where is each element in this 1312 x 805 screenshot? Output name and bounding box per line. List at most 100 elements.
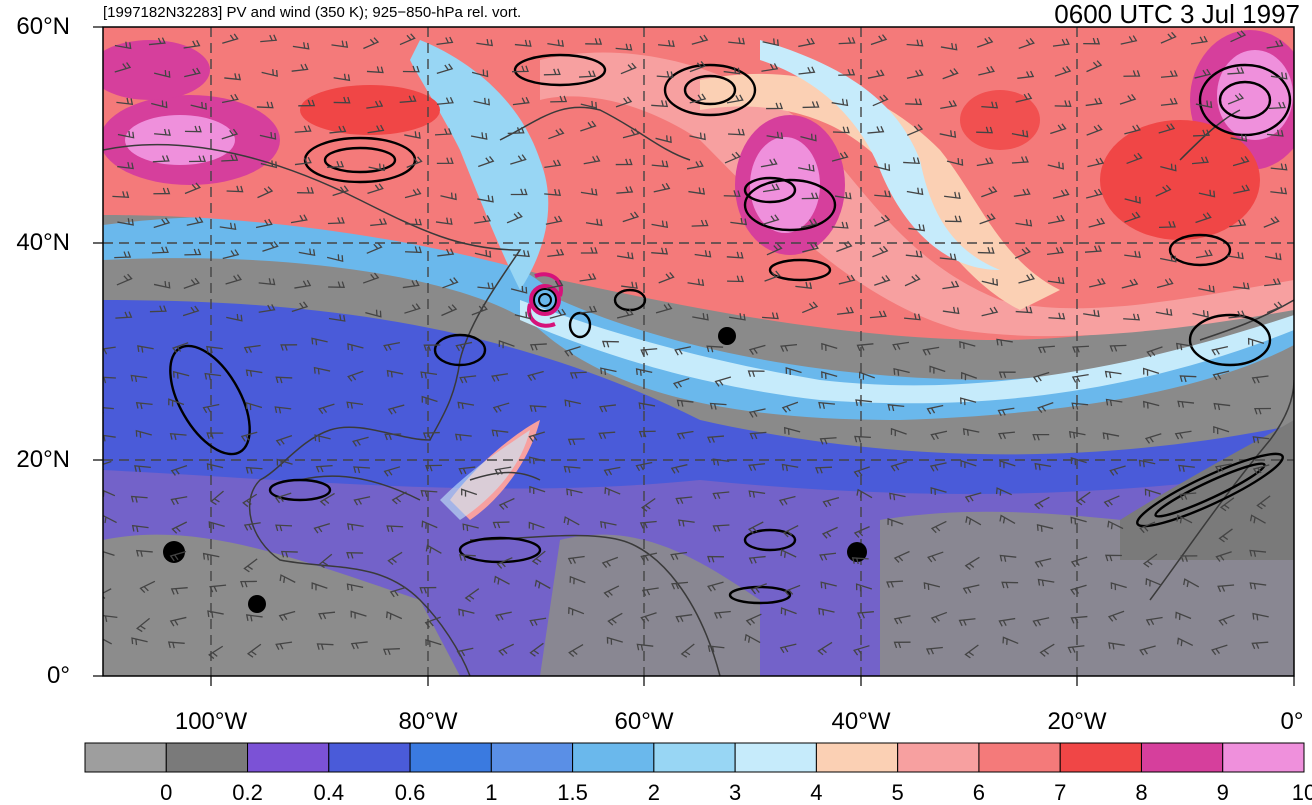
wind-barb bbox=[601, 340, 619, 348]
wind-barb bbox=[1083, 309, 1100, 318]
wind-barb bbox=[346, 583, 364, 591]
wind-barb bbox=[604, 486, 621, 496]
wind-barb bbox=[474, 215, 491, 224]
wind-barb bbox=[867, 69, 885, 79]
wind-barb bbox=[889, 492, 906, 501]
wind-barb bbox=[1015, 306, 1033, 314]
wind-barb bbox=[675, 614, 693, 623]
wind-barb bbox=[726, 94, 744, 104]
wind-barb bbox=[1155, 308, 1173, 316]
wind-barb bbox=[942, 306, 960, 315]
wind-barb bbox=[926, 404, 944, 415]
wind-barb bbox=[534, 579, 551, 589]
lon-label-100w: 100°W bbox=[174, 708, 248, 735]
wind-barb bbox=[425, 544, 442, 554]
wind-barb bbox=[130, 495, 148, 503]
wind-barb bbox=[492, 521, 510, 529]
wind-barb bbox=[750, 583, 767, 595]
wind-barb bbox=[1120, 35, 1138, 45]
wind-barb bbox=[1070, 584, 1087, 596]
wind-barb bbox=[529, 617, 547, 627]
wind-barb bbox=[313, 366, 331, 375]
wind-barb bbox=[856, 488, 873, 499]
wind-barb bbox=[872, 94, 889, 107]
wind-barb bbox=[795, 281, 813, 289]
wind-barb bbox=[1156, 278, 1174, 289]
wind-barb bbox=[655, 303, 673, 314]
wind-barb bbox=[1034, 496, 1050, 510]
wind-barb bbox=[202, 403, 220, 414]
wind-barb bbox=[507, 126, 525, 135]
wind-barb bbox=[960, 459, 977, 469]
wind-barb bbox=[837, 306, 854, 315]
wind-barb bbox=[225, 274, 242, 285]
wind-barb bbox=[579, 273, 597, 282]
wind-barb bbox=[457, 401, 475, 410]
wind-barb bbox=[766, 131, 784, 140]
wind-barb bbox=[131, 637, 148, 646]
wind-barb bbox=[1068, 430, 1086, 439]
wind-barb bbox=[242, 493, 258, 508]
wind-barb bbox=[478, 156, 495, 168]
map-title: [1997182N32283] PV and wind (350 K); 925… bbox=[103, 4, 522, 21]
wind-barb bbox=[261, 69, 278, 77]
colorbar-tick-label: 2 bbox=[647, 780, 660, 805]
wind-barb bbox=[853, 526, 870, 538]
colorbar-swatch bbox=[734, 742, 817, 773]
wind-barb bbox=[1270, 187, 1288, 195]
wind-barb bbox=[728, 128, 745, 136]
wind-barb bbox=[712, 524, 730, 532]
wind-barb bbox=[691, 34, 709, 45]
wind-barb bbox=[965, 515, 982, 526]
wind-barb bbox=[1139, 645, 1156, 656]
colorbar-swatch bbox=[897, 742, 980, 773]
wind-barb bbox=[1018, 37, 1035, 50]
wind-barb bbox=[204, 372, 222, 381]
wind-barb bbox=[290, 214, 308, 224]
wind-barb bbox=[568, 606, 585, 616]
wind-barb bbox=[858, 371, 875, 380]
wind-barb bbox=[332, 185, 349, 197]
wind-barb bbox=[221, 128, 239, 140]
wind-barb bbox=[817, 641, 833, 656]
wind-barb bbox=[999, 460, 1016, 469]
wind-barb bbox=[930, 520, 947, 534]
wind-barb bbox=[1176, 637, 1194, 647]
wind-barb bbox=[1001, 581, 1019, 589]
wind-barb bbox=[224, 73, 242, 81]
wind-barb bbox=[686, 160, 704, 170]
wind-barb bbox=[255, 218, 273, 229]
wind-barb bbox=[543, 68, 561, 76]
wind-barb bbox=[276, 458, 293, 467]
wind-barb bbox=[1193, 129, 1210, 137]
wind-barb bbox=[182, 305, 200, 317]
wind-barb bbox=[981, 101, 999, 109]
wind-barb bbox=[723, 190, 741, 197]
wind-barb bbox=[745, 613, 762, 626]
wind-barb bbox=[498, 339, 515, 349]
wind-barb bbox=[1160, 70, 1178, 78]
wind-barb bbox=[1104, 370, 1122, 379]
wind-barb bbox=[929, 365, 946, 374]
wind-barb bbox=[964, 644, 979, 659]
wind-barb bbox=[134, 465, 151, 473]
wind-barb bbox=[210, 490, 224, 506]
wind-barb bbox=[473, 97, 491, 106]
wind-barb bbox=[964, 556, 980, 570]
lon-label-80w: 80°W bbox=[398, 708, 458, 735]
wind-barb bbox=[1160, 97, 1178, 106]
wind-barb bbox=[528, 456, 546, 465]
wind-barb bbox=[184, 182, 201, 195]
wind-barb bbox=[208, 521, 225, 530]
wind-barb bbox=[1018, 273, 1035, 284]
wind-barb bbox=[831, 98, 849, 107]
wind-barb bbox=[130, 374, 148, 383]
lat-label-0: 0° bbox=[47, 662, 70, 689]
wind-barb bbox=[209, 584, 227, 593]
wind-barb bbox=[190, 101, 207, 110]
wind-barb bbox=[386, 369, 404, 378]
wind-barb bbox=[1124, 124, 1141, 135]
wind-barb bbox=[186, 216, 204, 226]
colorbar-tick-label: 5 bbox=[891, 780, 904, 805]
wind-barb bbox=[780, 607, 797, 616]
